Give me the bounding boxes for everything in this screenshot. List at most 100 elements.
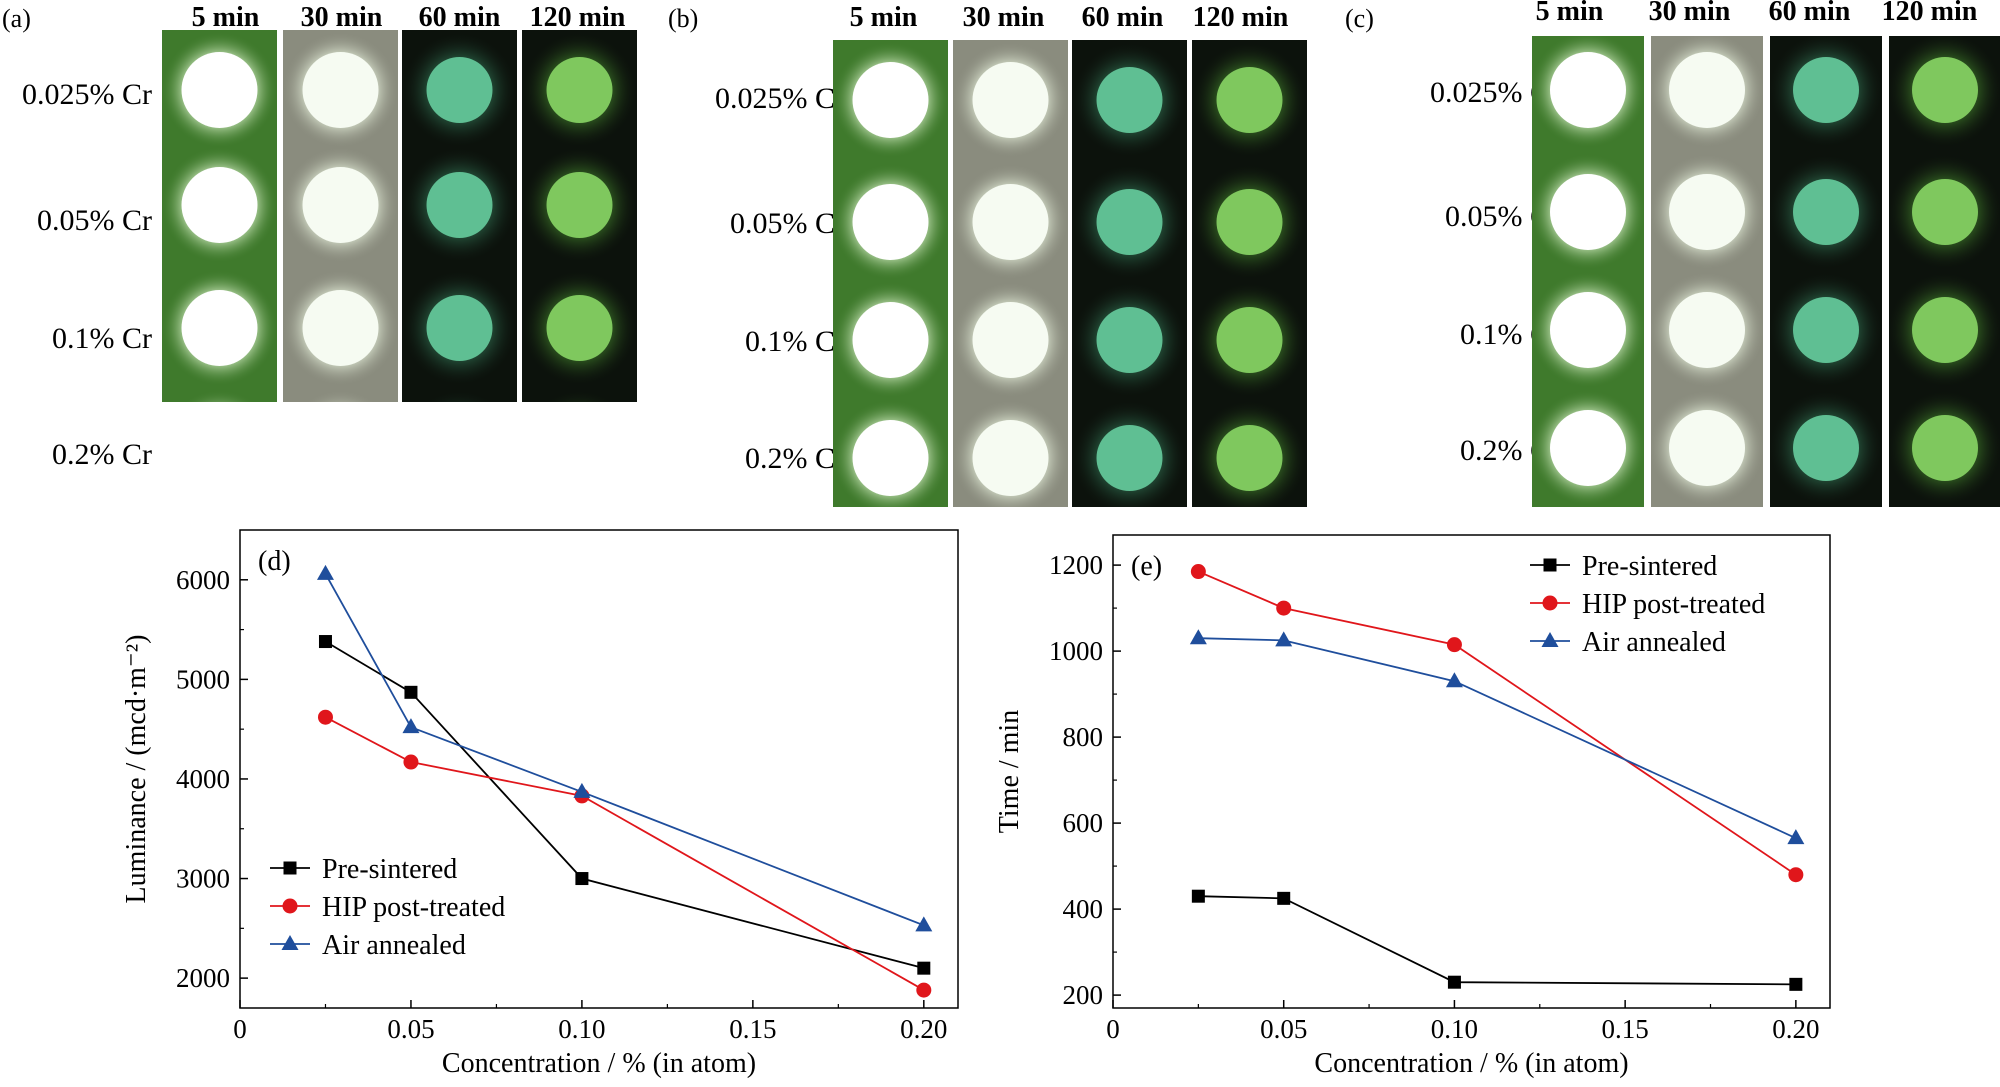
series-line (1198, 637, 1797, 839)
sample-spot (426, 57, 493, 123)
y-axis-label: Luminance / (mcd·m⁻²) (121, 635, 152, 904)
data-point (915, 916, 933, 932)
sample-spot (1216, 67, 1283, 133)
photo-panel-b: (b) 5 min 30 min 60 min 120 min 0.025% C… (660, 0, 1320, 520)
y-tick-label: 3000 (176, 864, 230, 894)
sample-spot (1793, 57, 1859, 123)
y-tick-label: 600 (1063, 808, 1104, 838)
sample-spot (972, 420, 1049, 496)
panel-letter: (a) (2, 4, 31, 33)
series-line (1198, 895, 1796, 986)
sample-spot (852, 302, 929, 378)
data-point (1275, 631, 1293, 647)
sample-spot (1216, 189, 1283, 255)
data-point (917, 961, 931, 975)
sample-spot (1216, 307, 1283, 373)
sample-spot (852, 420, 929, 496)
x-tick-label: 0.10 (558, 1014, 605, 1044)
y-tick-label: 1000 (1049, 636, 1103, 666)
x-tick-label: 0 (233, 1014, 247, 1044)
legend-label: HIP post-treated (322, 892, 505, 923)
row-label: 0.025% Cr (22, 78, 152, 111)
y-tick-label: 200 (1063, 980, 1104, 1010)
sample-spot (1550, 292, 1626, 368)
data-point (1447, 975, 1461, 989)
strip-30min (953, 40, 1068, 507)
legend: Pre-sintered HIP post-treated Air annealed (1530, 551, 1765, 658)
x-tick-label: 0.20 (1772, 1014, 1819, 1044)
luminance-chart: 0 0.05 0.10 0.15 0.20 2000 3000 4000 5000 6000 Con… (121, 529, 959, 1079)
strip-5min (833, 40, 948, 507)
legend-label: Pre-sintered (322, 854, 457, 885)
y-tick-label: 4000 (176, 764, 230, 794)
data-point (1787, 829, 1805, 845)
sample-spot (972, 62, 1049, 138)
photo-panel-a: (a) 5 min 30 min 60 min 120 min 0.025% C… (0, 0, 660, 520)
sample-spot (1912, 179, 1978, 245)
data-point (1189, 629, 1207, 645)
time-label: 120 min (529, 2, 626, 33)
row-label: 0.025% Cr (715, 82, 845, 115)
strip-60min (1770, 36, 1882, 507)
sample-spot (1550, 174, 1626, 250)
x-tick-label: 0.05 (1260, 1014, 1307, 1044)
sample-spot (1550, 410, 1626, 486)
sample-spot (426, 172, 493, 238)
data-point (1190, 564, 1206, 580)
sample-spot (1793, 179, 1859, 245)
time-label: 60 min (418, 2, 501, 33)
data-point (1543, 558, 1557, 572)
data-point (1788, 867, 1804, 883)
row-label: 0.1% Cr (52, 322, 152, 355)
sample-spot (546, 172, 613, 238)
series-line (325, 640, 925, 970)
sample-glow (184, 390, 255, 402)
sample-spot (1669, 52, 1745, 128)
data-point (1542, 595, 1558, 611)
strip-120min (1889, 36, 2000, 507)
sample-spot (1216, 425, 1283, 491)
strip-30min (1651, 36, 1763, 507)
panel-letter: (b) (668, 4, 699, 33)
strip-120min (522, 30, 637, 402)
sample-spot (1669, 174, 1745, 250)
x-tick-label: 0.20 (900, 1014, 947, 1044)
x-tick-label: 0.10 (1431, 1014, 1478, 1044)
y-tick-label: 2000 (176, 963, 230, 993)
sample-spot (426, 295, 493, 361)
row-label: 0.05% Cr (37, 204, 152, 237)
y-tick-label: 800 (1063, 722, 1104, 752)
y-tick-label: 6000 (176, 565, 230, 595)
time-label: 5 min (849, 2, 918, 33)
sample-spot (1096, 67, 1163, 133)
data-point (402, 718, 420, 734)
panel-letter: (d) (258, 546, 291, 577)
strip-60min (1072, 40, 1187, 507)
plot-area: 0 0.05 0.10 0.15 0.20 2000 3000 4000 5000 6000 Con… (121, 529, 959, 1079)
sample-spot (181, 167, 258, 243)
row-label: 0.2% Cr (745, 442, 845, 475)
legend-label: HIP post-treated (1582, 589, 1765, 620)
sample-spot (302, 52, 379, 128)
sample-spot (546, 57, 613, 123)
plot-area: 0 0.05 0.10 0.15 0.20 200 400 600 800 1000 1200 Con… (994, 534, 1831, 1079)
sample-spot (852, 62, 929, 138)
data-point (1789, 977, 1803, 991)
sample-spot (972, 302, 1049, 378)
sample-glow (305, 390, 376, 402)
y-tick-label: 400 (1063, 894, 1104, 924)
row-label: 0.05% Cr (730, 207, 845, 240)
series-line (324, 573, 925, 927)
sample-spot (1096, 189, 1163, 255)
time-label: 5 min (1535, 0, 1604, 27)
sample-spot (1669, 292, 1745, 368)
legend-label: Air annealed (322, 930, 466, 961)
plot-frame (1112, 534, 1831, 1009)
strip-5min (1532, 36, 1644, 507)
series-line (1198, 570, 1797, 876)
data-point (573, 782, 591, 798)
sample-spot (302, 167, 379, 243)
data-point (403, 754, 419, 770)
plot-frame (239, 529, 959, 1009)
sample-spot (1912, 57, 1978, 123)
